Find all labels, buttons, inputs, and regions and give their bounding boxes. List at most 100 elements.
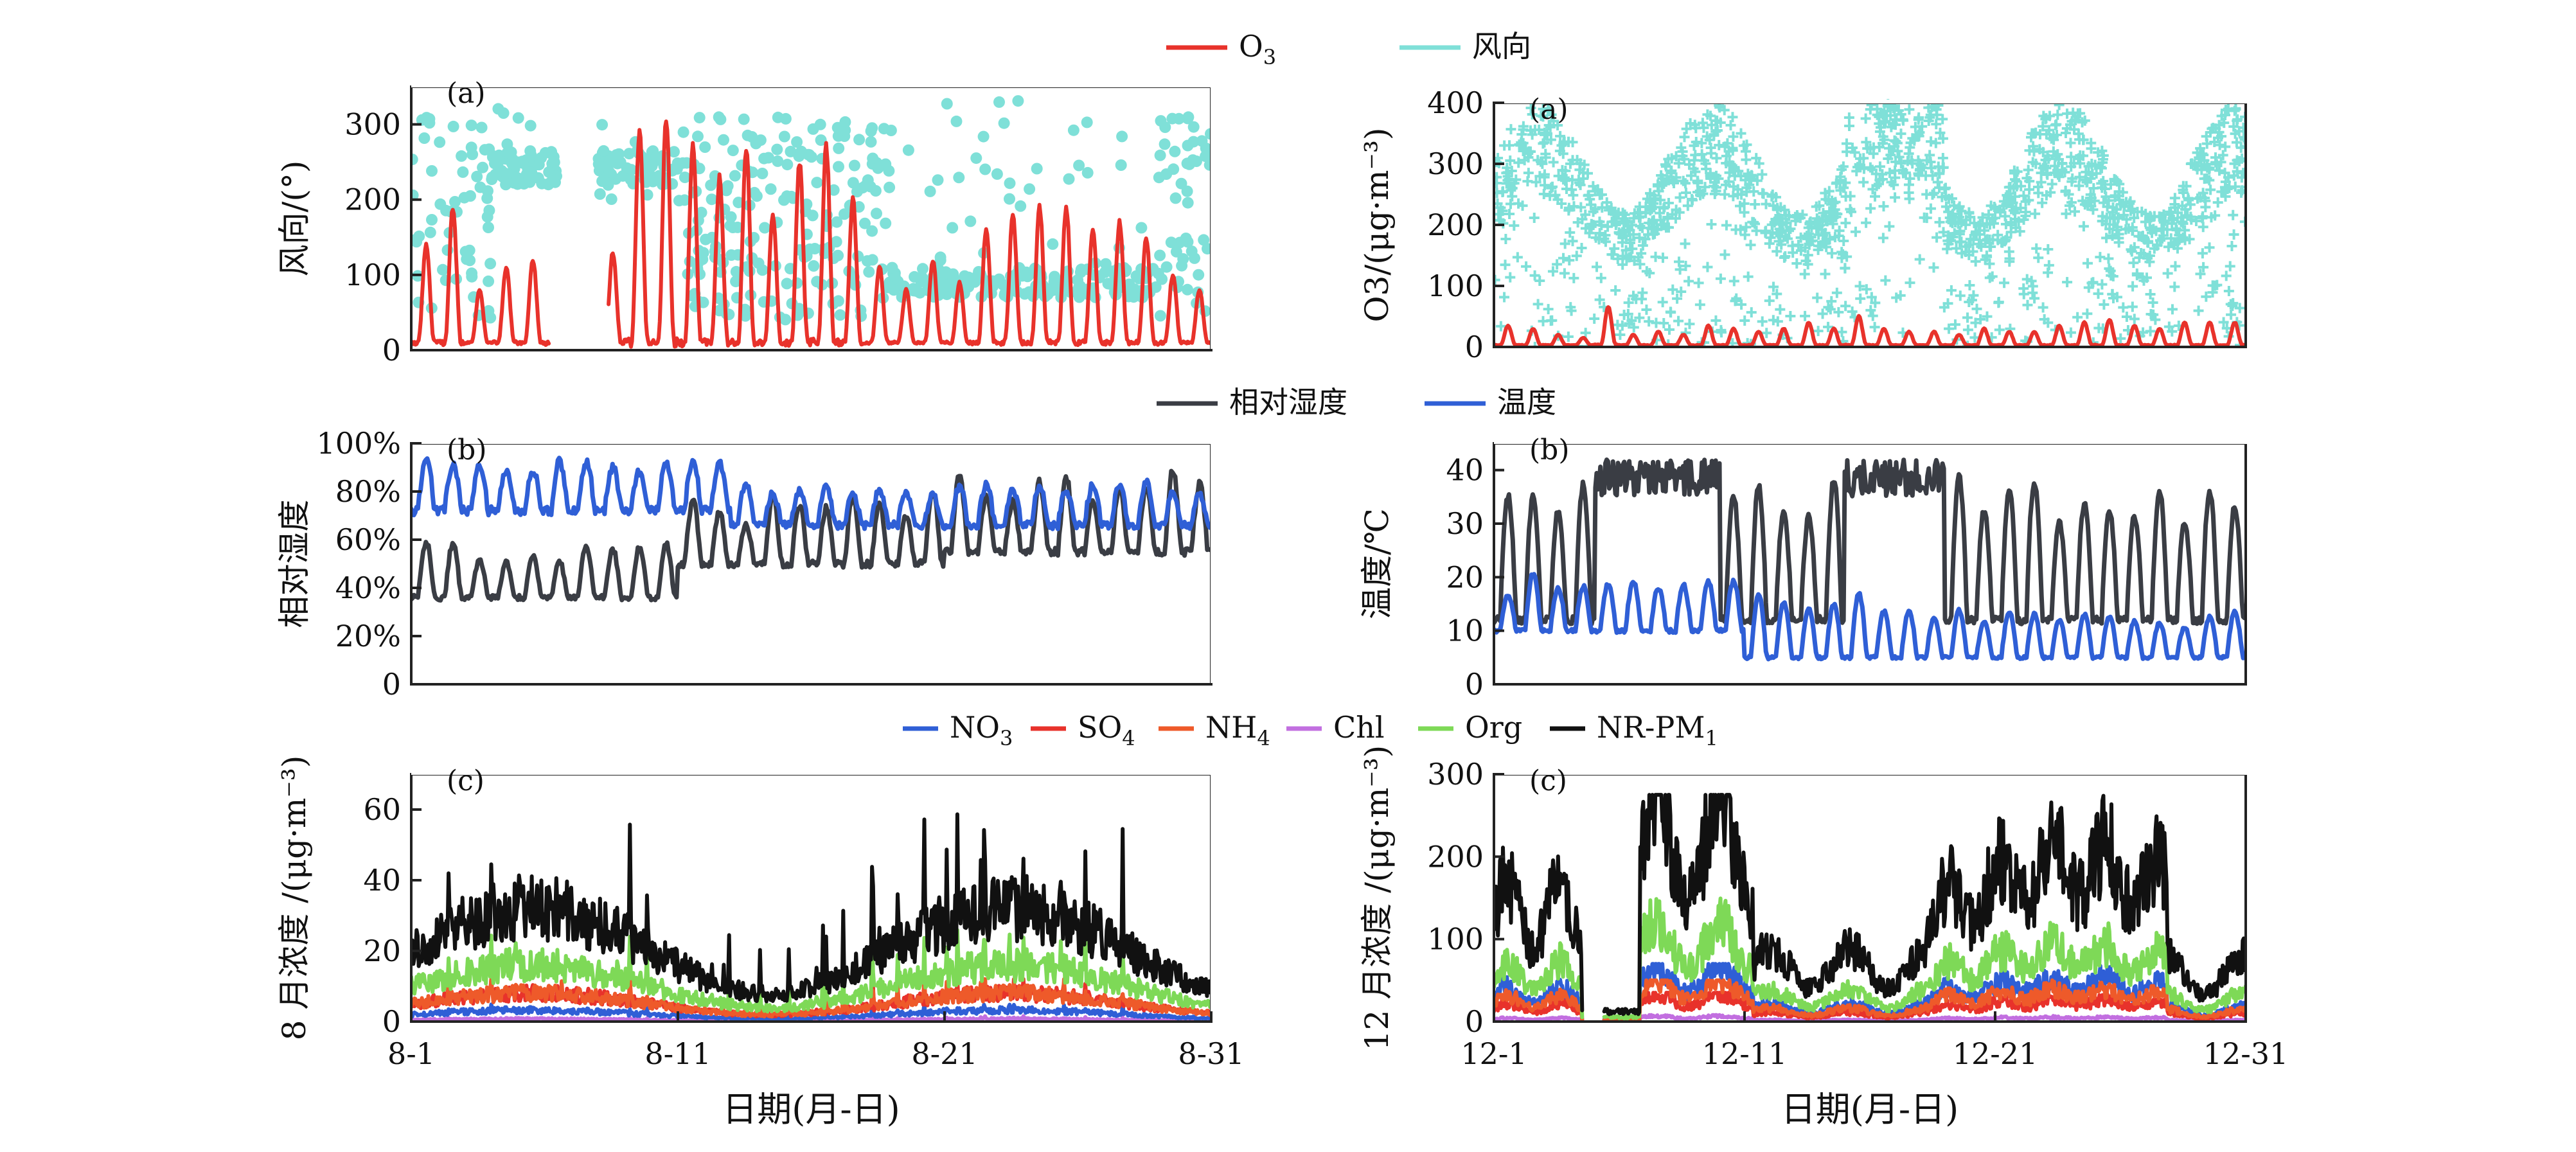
wind-point — [1677, 146, 1688, 157]
wind-point — [1879, 105, 1890, 116]
xtick-label-dec_c: 12-11 — [1702, 1036, 1788, 1071]
wind-point — [2097, 279, 2108, 290]
series-NH4 — [411, 977, 1211, 1019]
wind-point — [1878, 173, 1888, 184]
wind-point — [1637, 240, 1648, 251]
wind-point — [1576, 243, 1587, 254]
panel-letter-dec_a: (a) — [1529, 93, 1568, 126]
wind-point — [482, 185, 493, 197]
wind-point — [778, 130, 790, 143]
wind-point — [2210, 152, 2221, 163]
wind-point — [2103, 195, 2114, 206]
wind-point — [1858, 153, 1869, 164]
wind-point — [2009, 168, 2020, 179]
wind-point — [1838, 236, 1849, 247]
wind-point — [1761, 226, 1772, 236]
wind-point — [1693, 278, 1704, 288]
wind-point — [1534, 276, 1545, 287]
wind-point — [1641, 305, 1652, 315]
wind-point — [1572, 217, 1583, 228]
wind-point — [2033, 253, 2044, 263]
wind-point — [1728, 131, 1739, 142]
wind-point — [1838, 182, 1849, 193]
series-NO3 — [411, 1001, 1211, 1022]
wind-point — [1563, 205, 1574, 216]
wind-point — [1890, 172, 1901, 183]
wind-point — [1739, 315, 1750, 326]
legend-label-NH4: NH4 — [1205, 710, 1270, 750]
wind-point — [742, 129, 754, 141]
wind-point — [725, 249, 738, 261]
plot-area-dec_a — [1494, 99, 2246, 347]
wind-point — [1935, 127, 1946, 138]
wind-point — [1634, 312, 1645, 323]
wind-point — [1926, 136, 1937, 147]
wind-point — [1538, 315, 1549, 326]
wind-point — [2037, 197, 2048, 208]
wind-point — [1615, 329, 1626, 340]
wind-point — [1746, 307, 1757, 318]
wind-point — [2231, 137, 2242, 148]
wind-point — [621, 162, 633, 174]
wind-point — [1628, 322, 1639, 333]
wind-point — [772, 155, 784, 167]
wind-point — [2155, 235, 2165, 246]
wind-point — [2201, 159, 2212, 170]
wind-point — [889, 271, 901, 283]
wind-point — [948, 273, 961, 285]
panel-aug_b: 0 20% 40% 60% 80% 100% (b) 相对湿度 — [276, 426, 1214, 702]
wind-point — [1779, 252, 1790, 263]
wind-point — [1872, 103, 1883, 114]
xtick-label-aug_c: 8-21 — [911, 1036, 977, 1071]
wind-point — [511, 172, 524, 184]
wind-point — [1606, 249, 1617, 260]
wind-point — [1622, 217, 1633, 228]
wind-point — [1099, 258, 1112, 270]
wind-point — [1505, 155, 1516, 166]
wind-point — [2210, 280, 2221, 291]
wind-point — [1539, 169, 1550, 180]
wind-point — [1903, 148, 1914, 159]
wind-point — [1075, 263, 1087, 276]
wind-point — [1927, 189, 1938, 200]
plot-area-dec_b — [1494, 457, 2246, 662]
wind-point — [2036, 168, 2047, 179]
wind-point — [1772, 246, 1782, 257]
wind-point — [1840, 191, 1851, 202]
wind-point — [2228, 209, 2239, 220]
wind-point — [1538, 138, 1549, 149]
wind-point — [465, 141, 477, 154]
wind-point — [1727, 112, 1738, 123]
wind-point — [2039, 161, 2050, 172]
wind-point — [2041, 190, 2052, 201]
ytick-label-dec_a: 100 — [1427, 269, 1484, 303]
wind-point — [465, 190, 476, 202]
wind-point — [1736, 128, 1746, 139]
wind-point — [2171, 225, 2182, 236]
wind-point — [2038, 302, 2048, 313]
wind-point — [677, 126, 689, 138]
wind-point — [1115, 159, 1127, 171]
series-temp — [1494, 572, 2246, 662]
wind-point — [2114, 186, 2125, 197]
wind-point — [2002, 190, 2012, 200]
legend-o3-wind: O3 风向 — [1166, 29, 1531, 69]
wind-point — [1705, 111, 1716, 121]
wind-point — [1577, 167, 1588, 178]
wind-point — [2230, 128, 2241, 139]
wind-point — [793, 303, 805, 315]
wind-point — [1081, 166, 1094, 179]
xaxis-title-dec: 日期(月-日) — [1781, 1089, 1959, 1130]
wind-point — [1937, 114, 1948, 125]
wind-point — [692, 130, 704, 143]
wind-point — [2018, 288, 2029, 299]
wind-point — [1020, 266, 1033, 278]
wind-point — [548, 156, 560, 168]
wind-point — [1636, 248, 1647, 259]
wind-point — [2200, 202, 2211, 213]
wind-point — [847, 177, 859, 189]
wind-point — [1558, 139, 1569, 150]
wind-point — [2000, 211, 2011, 222]
wind-point — [1547, 266, 1558, 277]
wind-point — [932, 174, 944, 186]
